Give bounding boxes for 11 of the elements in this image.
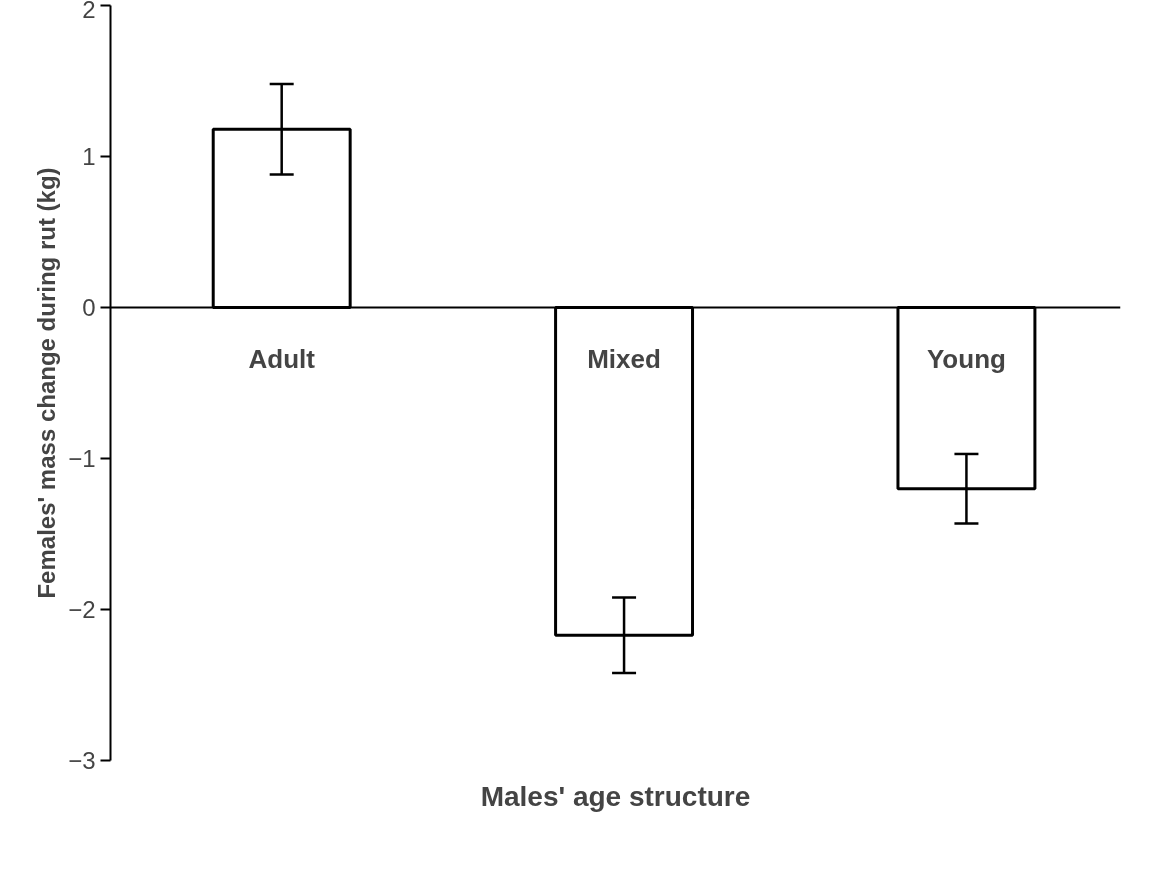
x-tick-label: Adult [248, 343, 316, 374]
y-tick-label: 2 [82, 0, 96, 23]
x-tick-label: Young [926, 343, 1006, 374]
y-tick-label: 0 [82, 294, 96, 321]
y-axis-title: Females' mass change during rut (kg) [33, 167, 61, 599]
y-tick-label: 1 [82, 143, 96, 170]
x-axis-title: Males' age structure [480, 780, 751, 812]
y-tick-label: −3 [68, 747, 96, 774]
y-tick-label: −1 [68, 445, 96, 472]
x-tick-label: Mixed [587, 343, 661, 374]
y-tick-label: −2 [68, 596, 96, 623]
